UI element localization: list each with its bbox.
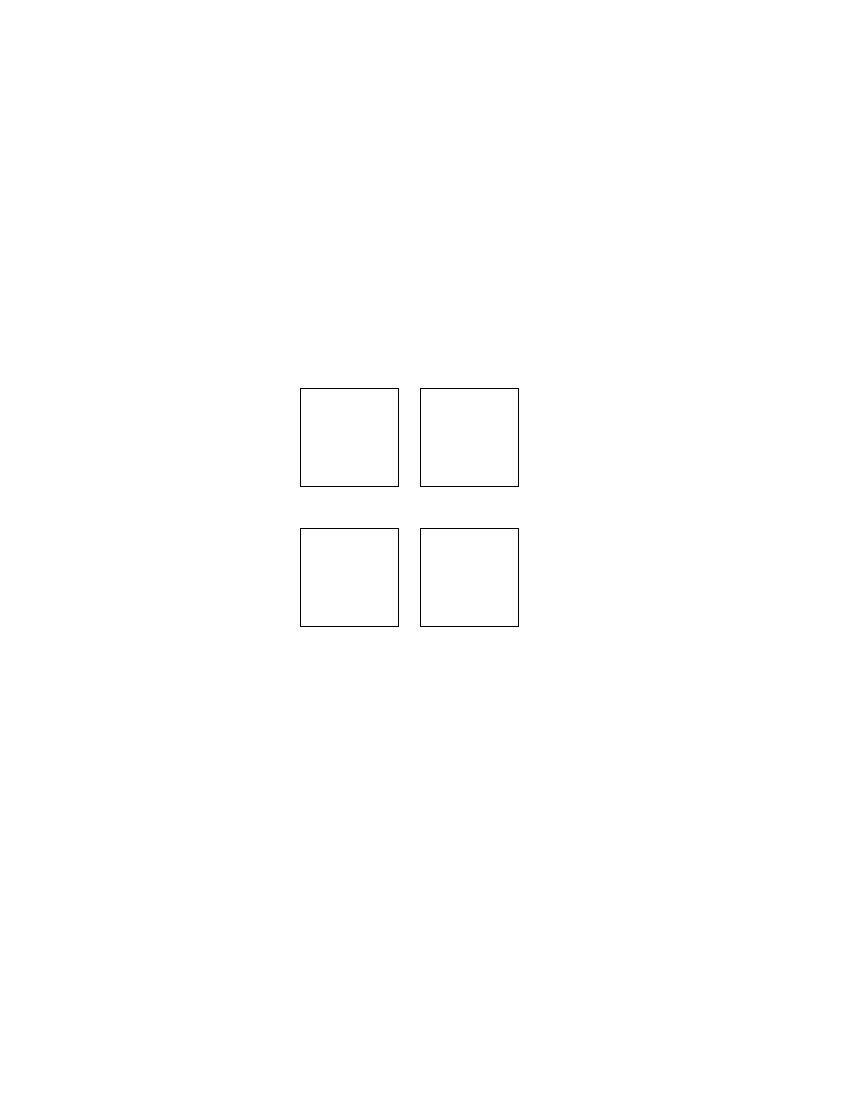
contour-plot [300, 675, 525, 900]
overlay-plot-left [301, 389, 397, 485]
waveform-plot [290, 133, 525, 305]
particle-box-original [300, 528, 399, 627]
overlay-plot-right [421, 389, 517, 485]
particle-plot-corrected [421, 529, 517, 625]
time-axis [285, 318, 530, 330]
particle-plot-original [301, 529, 397, 625]
overlay-box-left [300, 388, 399, 487]
overlay-box-right [420, 388, 519, 487]
particle-box-corrected [420, 528, 519, 627]
